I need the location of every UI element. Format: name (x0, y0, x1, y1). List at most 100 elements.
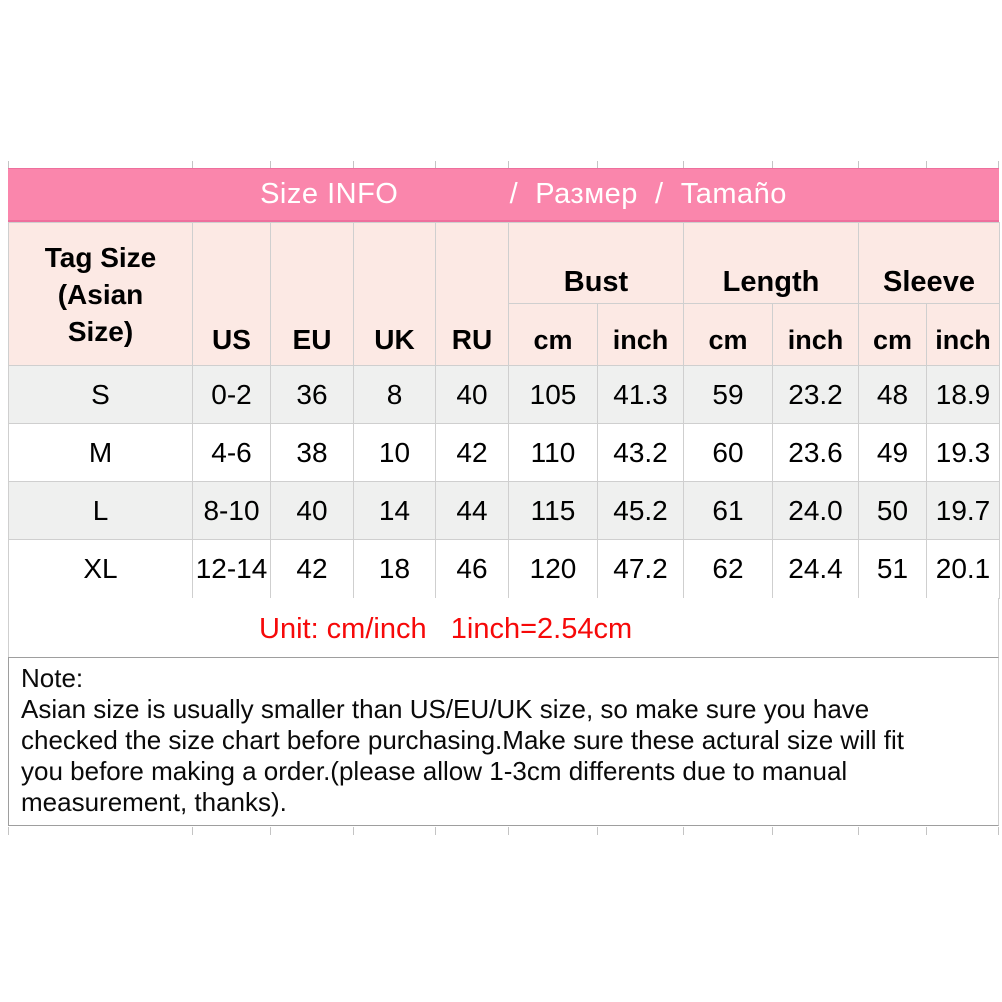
unit-info-text: Unit: cm/inch 1inch=2.54cm (259, 613, 633, 645)
grid-tick (435, 827, 436, 835)
header-uk: UK (353, 222, 436, 366)
cell-sleeve-cm: 48 (858, 365, 927, 424)
grid-tick (926, 827, 927, 835)
grid-tick (8, 161, 9, 168)
table-row-s: S 0-2 36 8 40 105 41.3 59 23.2 48 18.9 (8, 365, 1000, 424)
header-sleeve: Sleeve (858, 222, 1000, 304)
cell-uk: 18 (353, 539, 436, 599)
header-sleeve-cm: cm (858, 303, 927, 366)
grid-tick (683, 161, 684, 168)
cell-us: 8-10 (192, 481, 271, 540)
cell-length-cm: 61 (683, 481, 773, 540)
cell-sleeve-inch: 19.3 (926, 423, 1000, 482)
cell-ru: 46 (435, 539, 509, 599)
header-bust-inch: inch (597, 303, 684, 366)
cell-eu: 38 (270, 423, 354, 482)
header-sleeve-inch: inch (926, 303, 1000, 366)
cell-us: 12-14 (192, 539, 271, 599)
cell-ru: 42 (435, 423, 509, 482)
header-unit-row: cm inch cm inch cm inch (9, 303, 1000, 366)
note-line: checked the size chart before purchasing… (21, 725, 904, 755)
size-table: Tag Size (Asian Size) US EU UK RU Bust L… (8, 222, 1000, 599)
grid-tick (772, 827, 773, 835)
grid-tick (508, 827, 509, 835)
cell-length-inch: 24.4 (772, 539, 859, 599)
grid-tick (435, 161, 436, 168)
cell-tag: S (8, 365, 193, 424)
cell-tag: M (8, 423, 193, 482)
grid-tick (772, 161, 773, 168)
cell-length-inch: 23.2 (772, 365, 859, 424)
cell-us: 4-6 (192, 423, 271, 482)
grid-tick (508, 161, 509, 168)
header-us: US (192, 222, 271, 366)
grid-tick (926, 161, 927, 168)
cell-bust-cm: 105 (508, 365, 598, 424)
cell-length-inch: 24.0 (772, 481, 859, 540)
grid-tick (998, 827, 999, 835)
cell-eu: 42 (270, 539, 354, 599)
cell-tag: L (8, 481, 193, 540)
cell-sleeve-inch: 20.1 (926, 539, 1000, 599)
cell-length-cm: 59 (683, 365, 773, 424)
header-length-cm: cm (683, 303, 773, 366)
grid-tick (270, 827, 271, 835)
table-row-m: M 4-6 38 10 42 110 43.2 60 23.6 49 19.3 (8, 423, 1000, 482)
cell-uk: 10 (353, 423, 436, 482)
cell-ru: 40 (435, 365, 509, 424)
cell-bust-cm: 110 (508, 423, 598, 482)
cell-sleeve-inch: 18.9 (926, 365, 1000, 424)
grid-tick (998, 161, 999, 168)
cell-eu: 36 (270, 365, 354, 424)
cell-eu: 40 (270, 481, 354, 540)
grid-tick (192, 827, 193, 835)
cell-us: 0-2 (192, 365, 271, 424)
header-length: Length (683, 222, 859, 304)
unit-info-row: Unit: cm/inch 1inch=2.54cm (8, 598, 999, 657)
tag-size-line1: Tag Size (44, 241, 157, 273)
cell-bust-cm: 120 (508, 539, 598, 599)
header-bust: Bust (508, 222, 684, 304)
header-length-inch: inch (772, 303, 859, 366)
tag-size-line2: (Asian (57, 278, 144, 310)
size-info-banner: Size INFO / Размер / Tamaño (8, 168, 999, 222)
cell-uk: 8 (353, 365, 436, 424)
note-title: Note: (21, 663, 84, 693)
header-group-row: Tag Size (Asian Size) US EU UK RU Bust L… (8, 222, 1000, 366)
grid-tick (858, 161, 859, 168)
cell-ru: 44 (435, 481, 509, 540)
tag-size-line3: Size) (67, 315, 134, 347)
cell-sleeve-inch: 19.7 (926, 481, 1000, 540)
grid-tick (597, 161, 598, 168)
grid-tick (858, 827, 859, 835)
cell-bust-inch: 47.2 (597, 539, 684, 599)
note-line: measurement, thanks). (21, 787, 287, 817)
table-row-xl: XL 12-14 42 18 46 120 47.2 62 24.4 51 20… (8, 539, 1000, 599)
cell-sleeve-cm: 49 (858, 423, 927, 482)
table-row-l: L 8-10 40 14 44 115 45.2 61 24.0 50 19.7 (8, 481, 1000, 540)
cell-uk: 14 (353, 481, 436, 540)
header-ru: RU (435, 222, 509, 366)
banner-title: Size INFO / Размер / Tamaño (260, 178, 787, 210)
note-section: Note: Asian size is usually smaller than… (8, 657, 999, 826)
grid-tick (8, 827, 9, 835)
note-line: you before making a order.(please allow … (21, 756, 848, 786)
cell-tag: XL (8, 539, 193, 599)
header-eu: EU (270, 222, 354, 366)
grid-tick (683, 827, 684, 835)
cell-length-inch: 23.6 (772, 423, 859, 482)
cell-bust-inch: 43.2 (597, 423, 684, 482)
grid-tick (353, 161, 354, 168)
grid-tick (597, 827, 598, 835)
cell-sleeve-cm: 51 (858, 539, 927, 599)
grid-tick (192, 161, 193, 168)
cell-bust-inch: 45.2 (597, 481, 684, 540)
tag-size-header: Tag Size (Asian Size) (8, 222, 193, 366)
cell-bust-inch: 41.3 (597, 365, 684, 424)
grid-tick (270, 161, 271, 168)
cell-bust-cm: 115 (508, 481, 598, 540)
cell-length-cm: 62 (683, 539, 773, 599)
note-line: Asian size is usually smaller than US/EU… (21, 694, 870, 724)
cell-length-cm: 60 (683, 423, 773, 482)
